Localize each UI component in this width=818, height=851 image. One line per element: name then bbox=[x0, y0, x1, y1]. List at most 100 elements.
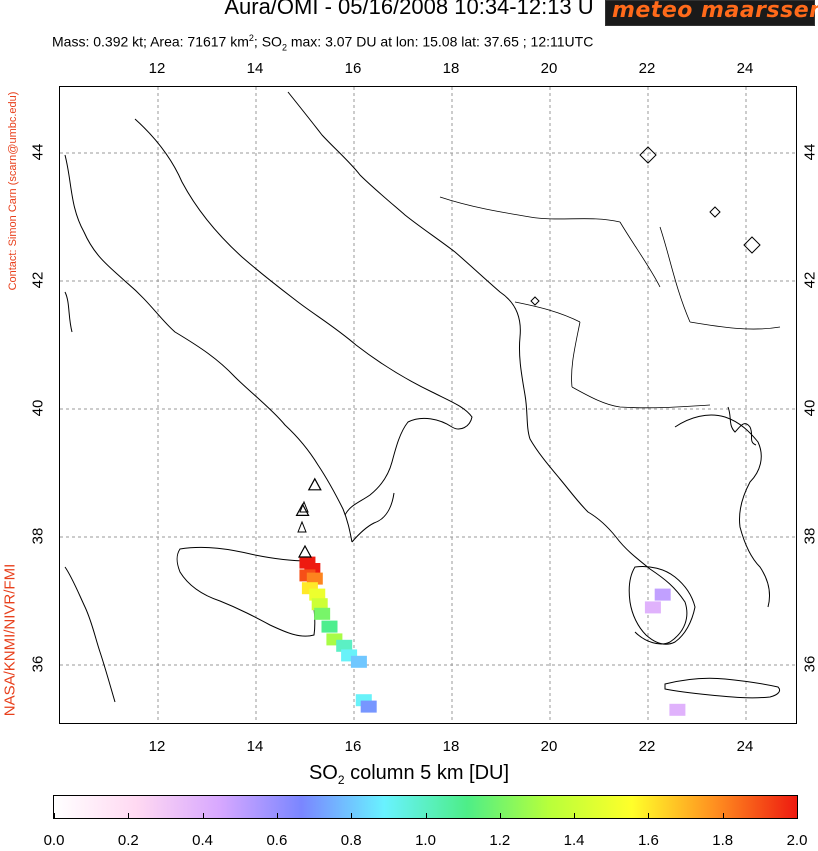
calabria-coastline bbox=[351, 492, 395, 543]
lat-tick-left-42: 42 bbox=[28, 265, 48, 295]
lat-tick-label: 36 bbox=[29, 655, 47, 673]
so2-subscript: 2 bbox=[281, 42, 287, 53]
map-canvas bbox=[60, 87, 796, 723]
chalkidiki-coastline bbox=[727, 406, 757, 446]
colorbar-tick-0.6: 0.6 bbox=[266, 832, 288, 849]
lat-tick-left-38: 38 bbox=[28, 521, 48, 551]
lon-tick-top-16: 16 bbox=[344, 60, 362, 77]
colorbar-tick-1.0: 1.0 bbox=[415, 832, 436, 849]
so2-max-value: max: 3.07 DU at lon: 15.08 lat: 37.65 ; … bbox=[286, 33, 594, 50]
volcano-markers bbox=[295, 477, 322, 558]
so2-plume bbox=[299, 556, 686, 716]
so2-map bbox=[59, 86, 797, 724]
colorbar-tick-mark bbox=[499, 813, 501, 819]
colorbar-tick-2.0: 2.0 bbox=[786, 832, 808, 849]
colorbar-tick-mark bbox=[425, 813, 427, 819]
so2-cell-10 bbox=[336, 639, 353, 652]
italy-adriatic-coastline bbox=[134, 118, 473, 516]
lat-tick-label: 44 bbox=[801, 143, 818, 161]
sicily-coastline bbox=[176, 546, 316, 637]
area-value: Area: 71617 km bbox=[150, 33, 249, 50]
tunisia-coastline bbox=[64, 566, 116, 703]
lon-tick-bottom-18: 18 bbox=[442, 738, 460, 755]
colorbar-tick-0.4: 0.4 bbox=[192, 832, 214, 849]
logo-text: meteo maarssen bbox=[612, 0, 818, 23]
data-credit-label: NASA/KNMI/NIVR/FMI bbox=[1, 563, 19, 717]
lat-tick-right-36: 36 bbox=[800, 649, 818, 679]
peloponnese-coastline bbox=[628, 566, 696, 645]
lat-tick-label: 36 bbox=[801, 655, 818, 673]
so2-cell-17 bbox=[669, 703, 686, 716]
coastlines bbox=[64, 91, 781, 703]
lon-tick-top-12: 12 bbox=[148, 60, 166, 77]
lat-tick-left-36: 36 bbox=[28, 649, 48, 679]
colorbar-tick-1.6: 1.6 bbox=[637, 832, 659, 849]
colorbar-tick-mark bbox=[722, 813, 724, 819]
italy-west-coastline bbox=[64, 154, 353, 543]
plume-statistics: Mass: 0.392 kt; Area: 71617 km2; SO2 max… bbox=[52, 33, 593, 52]
area-superscript: 2 bbox=[248, 33, 254, 43]
colorbar-tick-mark bbox=[128, 813, 130, 819]
so2-cell-6 bbox=[311, 598, 328, 611]
volcano-vulcano-icon bbox=[295, 503, 310, 516]
lat-tick-label: 44 bbox=[29, 143, 47, 161]
balkan-borders bbox=[439, 196, 781, 409]
meteo-maarssen-logo: meteo maarssen bbox=[605, 0, 818, 26]
lat-tick-right-38: 38 bbox=[800, 521, 818, 551]
lon-tick-bottom-24: 24 bbox=[736, 738, 754, 755]
lat-tick-label: 38 bbox=[801, 527, 818, 545]
volcano-stromboli-icon bbox=[307, 477, 322, 491]
lat-tick-label: 42 bbox=[801, 271, 818, 289]
so2-cell-15 bbox=[654, 588, 671, 601]
lat-tick-left-44: 44 bbox=[28, 137, 48, 167]
lat-tick-label: 40 bbox=[801, 399, 818, 417]
colorbar-tick-mark bbox=[351, 813, 353, 819]
lon-tick-bottom-12: 12 bbox=[148, 738, 166, 755]
lon-tick-top-24: 24 bbox=[736, 60, 754, 77]
so2-cell-12 bbox=[350, 655, 367, 668]
lat-tick-left-40: 40 bbox=[28, 393, 48, 423]
colorbar-tick-mark bbox=[574, 813, 576, 819]
colorbar-tick-0.0: 0.0 bbox=[43, 832, 65, 849]
colorbar-tick-0.2: 0.2 bbox=[117, 832, 139, 849]
volcano-etna-icon bbox=[297, 544, 313, 558]
so2-cell-8 bbox=[321, 620, 338, 633]
colorbar-label-subscript: 2 bbox=[337, 773, 345, 787]
colorbar-label: SO2 column 5 km [DU] bbox=[0, 762, 818, 787]
lat-tick-label: 38 bbox=[29, 527, 47, 545]
lon-tick-top-22: 22 bbox=[638, 60, 656, 77]
so2-cell-16 bbox=[644, 601, 661, 614]
crete-coastline bbox=[664, 677, 781, 699]
lon-tick-bottom-16: 16 bbox=[344, 738, 362, 755]
colorbar-tick-mark bbox=[797, 813, 798, 819]
so2-cell-5 bbox=[309, 588, 326, 601]
area-separator: ; bbox=[253, 33, 258, 50]
lon-tick-top-18: 18 bbox=[442, 60, 460, 77]
lon-tick-bottom-14: 14 bbox=[246, 738, 264, 755]
colorbar-tick-0.8: 0.8 bbox=[340, 832, 362, 849]
so2-max-label: SO bbox=[261, 33, 282, 50]
colorbar-tick-mark bbox=[202, 813, 204, 819]
so2-cell-14 bbox=[360, 700, 377, 713]
so2-cell-3 bbox=[306, 572, 323, 585]
lat-tick-right-44: 44 bbox=[800, 137, 818, 167]
lon-tick-top-20: 20 bbox=[540, 60, 558, 77]
greek-east-coastline bbox=[674, 414, 771, 608]
sardinia-coastline bbox=[64, 291, 73, 333]
map-title: Aura/OMI - 05/16/2008 10:34-12:13 U bbox=[224, 0, 594, 19]
mass-value: Mass: 0.392 kt; bbox=[52, 33, 147, 50]
lon-tick-bottom-22: 22 bbox=[638, 738, 656, 755]
graticule bbox=[60, 87, 796, 723]
colorbar-tick-1.8: 1.8 bbox=[712, 832, 734, 849]
contact-label: Contact: Simon Carn (scarn@umbc.edu) bbox=[7, 91, 19, 291]
lon-tick-top-14: 14 bbox=[246, 60, 264, 77]
colorbar-tick-mark bbox=[648, 813, 650, 819]
colorbar-tick-1.4: 1.4 bbox=[563, 832, 585, 849]
so2-cell-7 bbox=[314, 607, 331, 620]
lat-tick-label: 42 bbox=[29, 271, 47, 289]
balkan-coastline bbox=[287, 91, 688, 645]
colorbar-tick-mark bbox=[276, 813, 278, 819]
colorbar-label-so: SO bbox=[308, 762, 338, 784]
lon-tick-bottom-20: 20 bbox=[540, 738, 558, 755]
colorbar-tick-mark bbox=[54, 813, 55, 819]
